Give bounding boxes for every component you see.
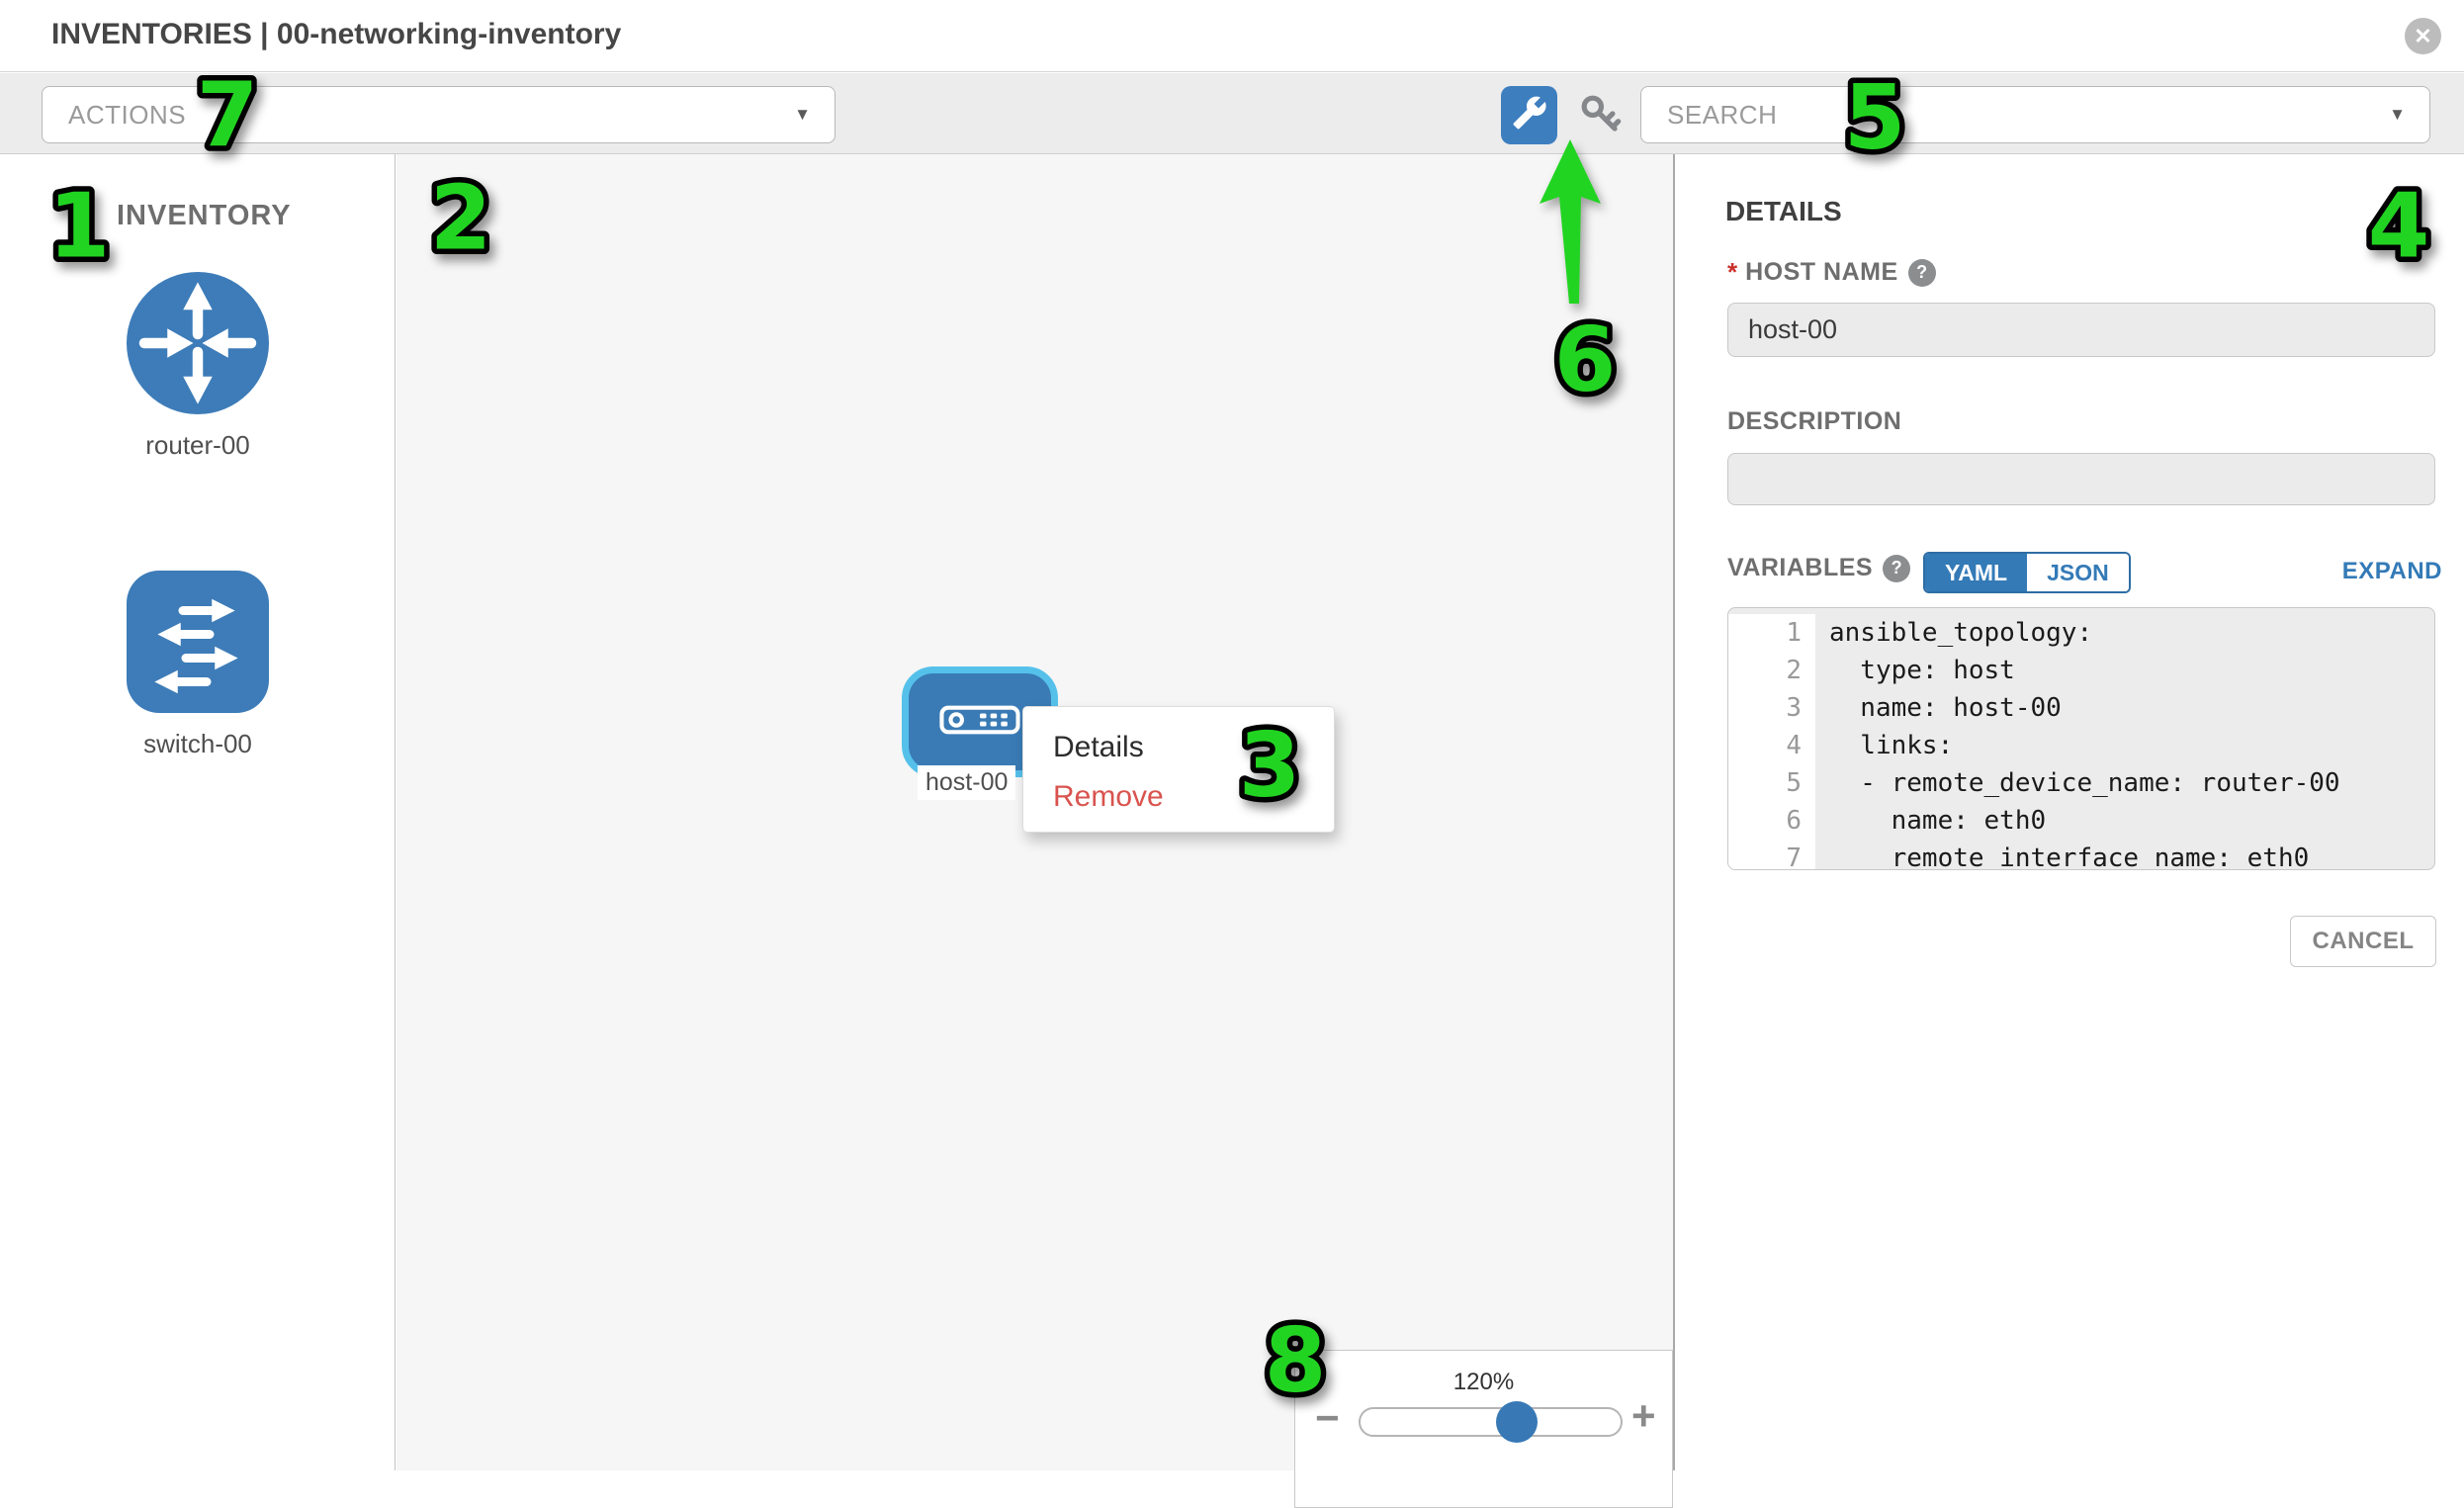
zoom-control: 120% − + — [1294, 1350, 1673, 1508]
device-label: router-00 — [145, 430, 250, 460]
switch-icon — [124, 571, 272, 720]
required-asterisk: * — [1727, 257, 1738, 287]
key-button[interactable] — [1576, 92, 1624, 139]
toolbar: ACTIONS ▼ SEARCH ▼ — [0, 73, 2464, 154]
actions-dropdown-label: ACTIONS — [68, 99, 187, 130]
host-node-label: host-00 — [918, 765, 1016, 800]
page-header: INVENTORIES | 00-networking-inventory ✕ — [0, 0, 2464, 72]
code-line: 3 name: host-00 — [1728, 689, 2434, 727]
line-number: 5 — [1728, 764, 1815, 802]
code-line: 6 name: eth0 — [1728, 802, 2434, 840]
page-title: INVENTORIES | 00-networking-inventory — [51, 18, 622, 50]
chevron-down-icon: ▼ — [2389, 105, 2406, 124]
context-menu-item-remove[interactable]: Remove — [1053, 780, 1164, 813]
toggle-json-button[interactable]: JSON — [2027, 554, 2129, 591]
line-text: - remote_device_name: router-00 — [1829, 768, 2340, 798]
host-name-label-row: * HOST NAME ? — [1727, 257, 1936, 288]
line-number: 2 — [1728, 652, 1815, 689]
chevron-down-icon: ▼ — [794, 105, 811, 124]
host-name-label: HOST NAME — [1745, 258, 1898, 286]
description-label: DESCRIPTION — [1727, 407, 1902, 435]
sidebar-device-router[interactable]: router-00 — [124, 269, 272, 461]
zoom-slider-thumb[interactable] — [1496, 1401, 1538, 1443]
code-editor-content: 1 ansible_topology: 2 type: host 3 name:… — [1728, 608, 2434, 870]
code-line: 2 type: host — [1728, 652, 2434, 689]
context-menu-item-details[interactable]: Details — [1053, 731, 1144, 763]
key-icon — [1577, 91, 1623, 141]
wrench-icon — [1512, 95, 1547, 135]
code-line: 7 remote_interface_name: eth0 — [1728, 840, 2434, 870]
code-line: 1 ansible_topology: — [1728, 614, 2434, 652]
line-text: type: host — [1829, 656, 2015, 685]
zoom-out-button[interactable]: − — [1315, 1394, 1340, 1441]
line-number: 6 — [1728, 802, 1815, 840]
zoom-slider-track[interactable] — [1359, 1407, 1623, 1437]
close-icon[interactable]: ✕ — [2405, 18, 2441, 54]
cancel-button[interactable]: CANCEL — [2290, 916, 2436, 967]
code-line: 5 - remote_device_name: router-00 — [1728, 764, 2434, 802]
search-dropdown-label: SEARCH — [1667, 99, 1778, 130]
line-number: 4 — [1728, 727, 1815, 764]
variables-code-editor[interactable]: 1 ansible_topology: 2 type: host 3 name:… — [1727, 607, 2435, 870]
line-text: links: — [1829, 731, 1954, 760]
actions-dropdown[interactable]: ACTIONS ▼ — [42, 86, 836, 143]
search-dropdown[interactable]: SEARCH ▼ — [1640, 86, 2430, 143]
host-name-field[interactable] — [1727, 303, 2435, 357]
variables-label-row: VARIABLES ? — [1727, 554, 1911, 582]
toggle-yaml-button[interactable]: YAML — [1925, 554, 2028, 591]
context-menu: Details Remove — [1022, 706, 1335, 833]
inventory-sidebar: INVENTORY router-00 — [0, 154, 396, 1470]
code-line: 4 links: — [1728, 727, 2434, 764]
help-icon[interactable]: ? — [1907, 258, 1936, 287]
device-label: switch-00 — [143, 729, 252, 758]
zoom-in-button[interactable]: + — [1631, 1392, 1656, 1439]
configure-topology-button[interactable] — [1501, 86, 1557, 144]
variables-label: VARIABLES — [1727, 554, 1874, 581]
host-icon — [939, 705, 1020, 740]
line-text: remote_interface_name: eth0 — [1829, 843, 2310, 870]
variables-format-toggle: YAML JSON — [1923, 552, 2131, 593]
line-number: 1 — [1728, 614, 1815, 652]
details-panel-title: DETAILS — [1725, 196, 1842, 226]
help-icon[interactable]: ? — [1883, 554, 1911, 582]
router-icon — [124, 272, 272, 421]
details-panel: DETAILS * HOST NAME ? DESCRIPTION VARIAB… — [1677, 154, 2464, 1470]
sidebar-device-switch[interactable]: switch-00 — [124, 568, 272, 759]
line-text: name: host-00 — [1829, 693, 2062, 723]
expand-link[interactable]: EXPAND — [2341, 558, 2442, 584]
line-number: 7 — [1728, 840, 1815, 869]
zoom-level-value: 120% — [1452, 1369, 1515, 1395]
line-text: name: eth0 — [1829, 806, 2047, 836]
description-field[interactable] — [1727, 453, 2435, 505]
line-number: 3 — [1728, 689, 1815, 727]
topology-canvas[interactable]: host-00 Details Remove 120% − + — [396, 154, 1675, 1508]
line-text: ansible_topology: — [1829, 618, 2093, 648]
inventory-sidebar-title: INVENTORY — [117, 200, 292, 231]
